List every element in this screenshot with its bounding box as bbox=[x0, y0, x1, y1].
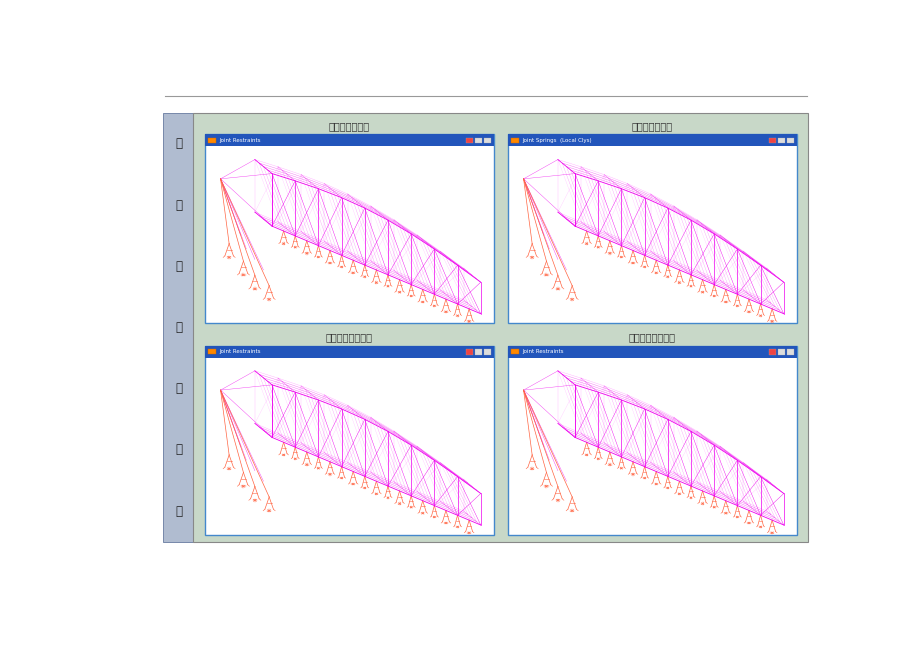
FancyBboxPatch shape bbox=[768, 349, 775, 355]
Text: Joint Springs  (Local Clys): Joint Springs (Local Clys) bbox=[522, 138, 591, 143]
Text: 卸载的第九阶段: 卸载的第九阶段 bbox=[328, 120, 369, 131]
Text: 程: 程 bbox=[175, 321, 182, 334]
FancyBboxPatch shape bbox=[465, 138, 472, 143]
Text: 意: 意 bbox=[175, 443, 182, 456]
Text: 过: 过 bbox=[175, 260, 182, 273]
FancyBboxPatch shape bbox=[205, 346, 494, 534]
FancyBboxPatch shape bbox=[483, 138, 491, 143]
FancyBboxPatch shape bbox=[474, 138, 482, 143]
FancyBboxPatch shape bbox=[507, 346, 796, 357]
FancyBboxPatch shape bbox=[164, 113, 193, 542]
Text: 卸载的第十一阶段: 卸载的第十一阶段 bbox=[325, 332, 372, 342]
Text: 卸: 卸 bbox=[175, 137, 182, 150]
Text: 卸载的第十二阶段: 卸载的第十二阶段 bbox=[628, 332, 675, 342]
Text: Joint Restraints: Joint Restraints bbox=[522, 349, 563, 354]
FancyBboxPatch shape bbox=[205, 134, 494, 324]
FancyBboxPatch shape bbox=[474, 349, 482, 355]
Text: 示: 示 bbox=[175, 382, 182, 395]
Text: 图: 图 bbox=[175, 505, 182, 518]
FancyBboxPatch shape bbox=[483, 349, 491, 355]
FancyBboxPatch shape bbox=[209, 349, 215, 354]
FancyBboxPatch shape bbox=[465, 349, 472, 355]
Text: Joint Restraints: Joint Restraints bbox=[219, 138, 260, 143]
FancyBboxPatch shape bbox=[787, 138, 794, 143]
FancyBboxPatch shape bbox=[507, 346, 796, 534]
FancyBboxPatch shape bbox=[507, 134, 796, 324]
FancyBboxPatch shape bbox=[768, 138, 775, 143]
FancyBboxPatch shape bbox=[777, 138, 784, 143]
FancyBboxPatch shape bbox=[205, 134, 494, 146]
FancyBboxPatch shape bbox=[507, 134, 796, 146]
FancyBboxPatch shape bbox=[777, 349, 784, 355]
FancyBboxPatch shape bbox=[209, 138, 215, 143]
Text: 卸载的第十阶段: 卸载的第十阶段 bbox=[631, 120, 672, 131]
FancyBboxPatch shape bbox=[511, 349, 518, 354]
Text: Joint Restraints: Joint Restraints bbox=[219, 349, 260, 354]
FancyBboxPatch shape bbox=[787, 349, 794, 355]
FancyBboxPatch shape bbox=[511, 138, 518, 143]
Text: 载: 载 bbox=[175, 199, 182, 212]
FancyBboxPatch shape bbox=[205, 346, 494, 357]
FancyBboxPatch shape bbox=[193, 113, 807, 542]
